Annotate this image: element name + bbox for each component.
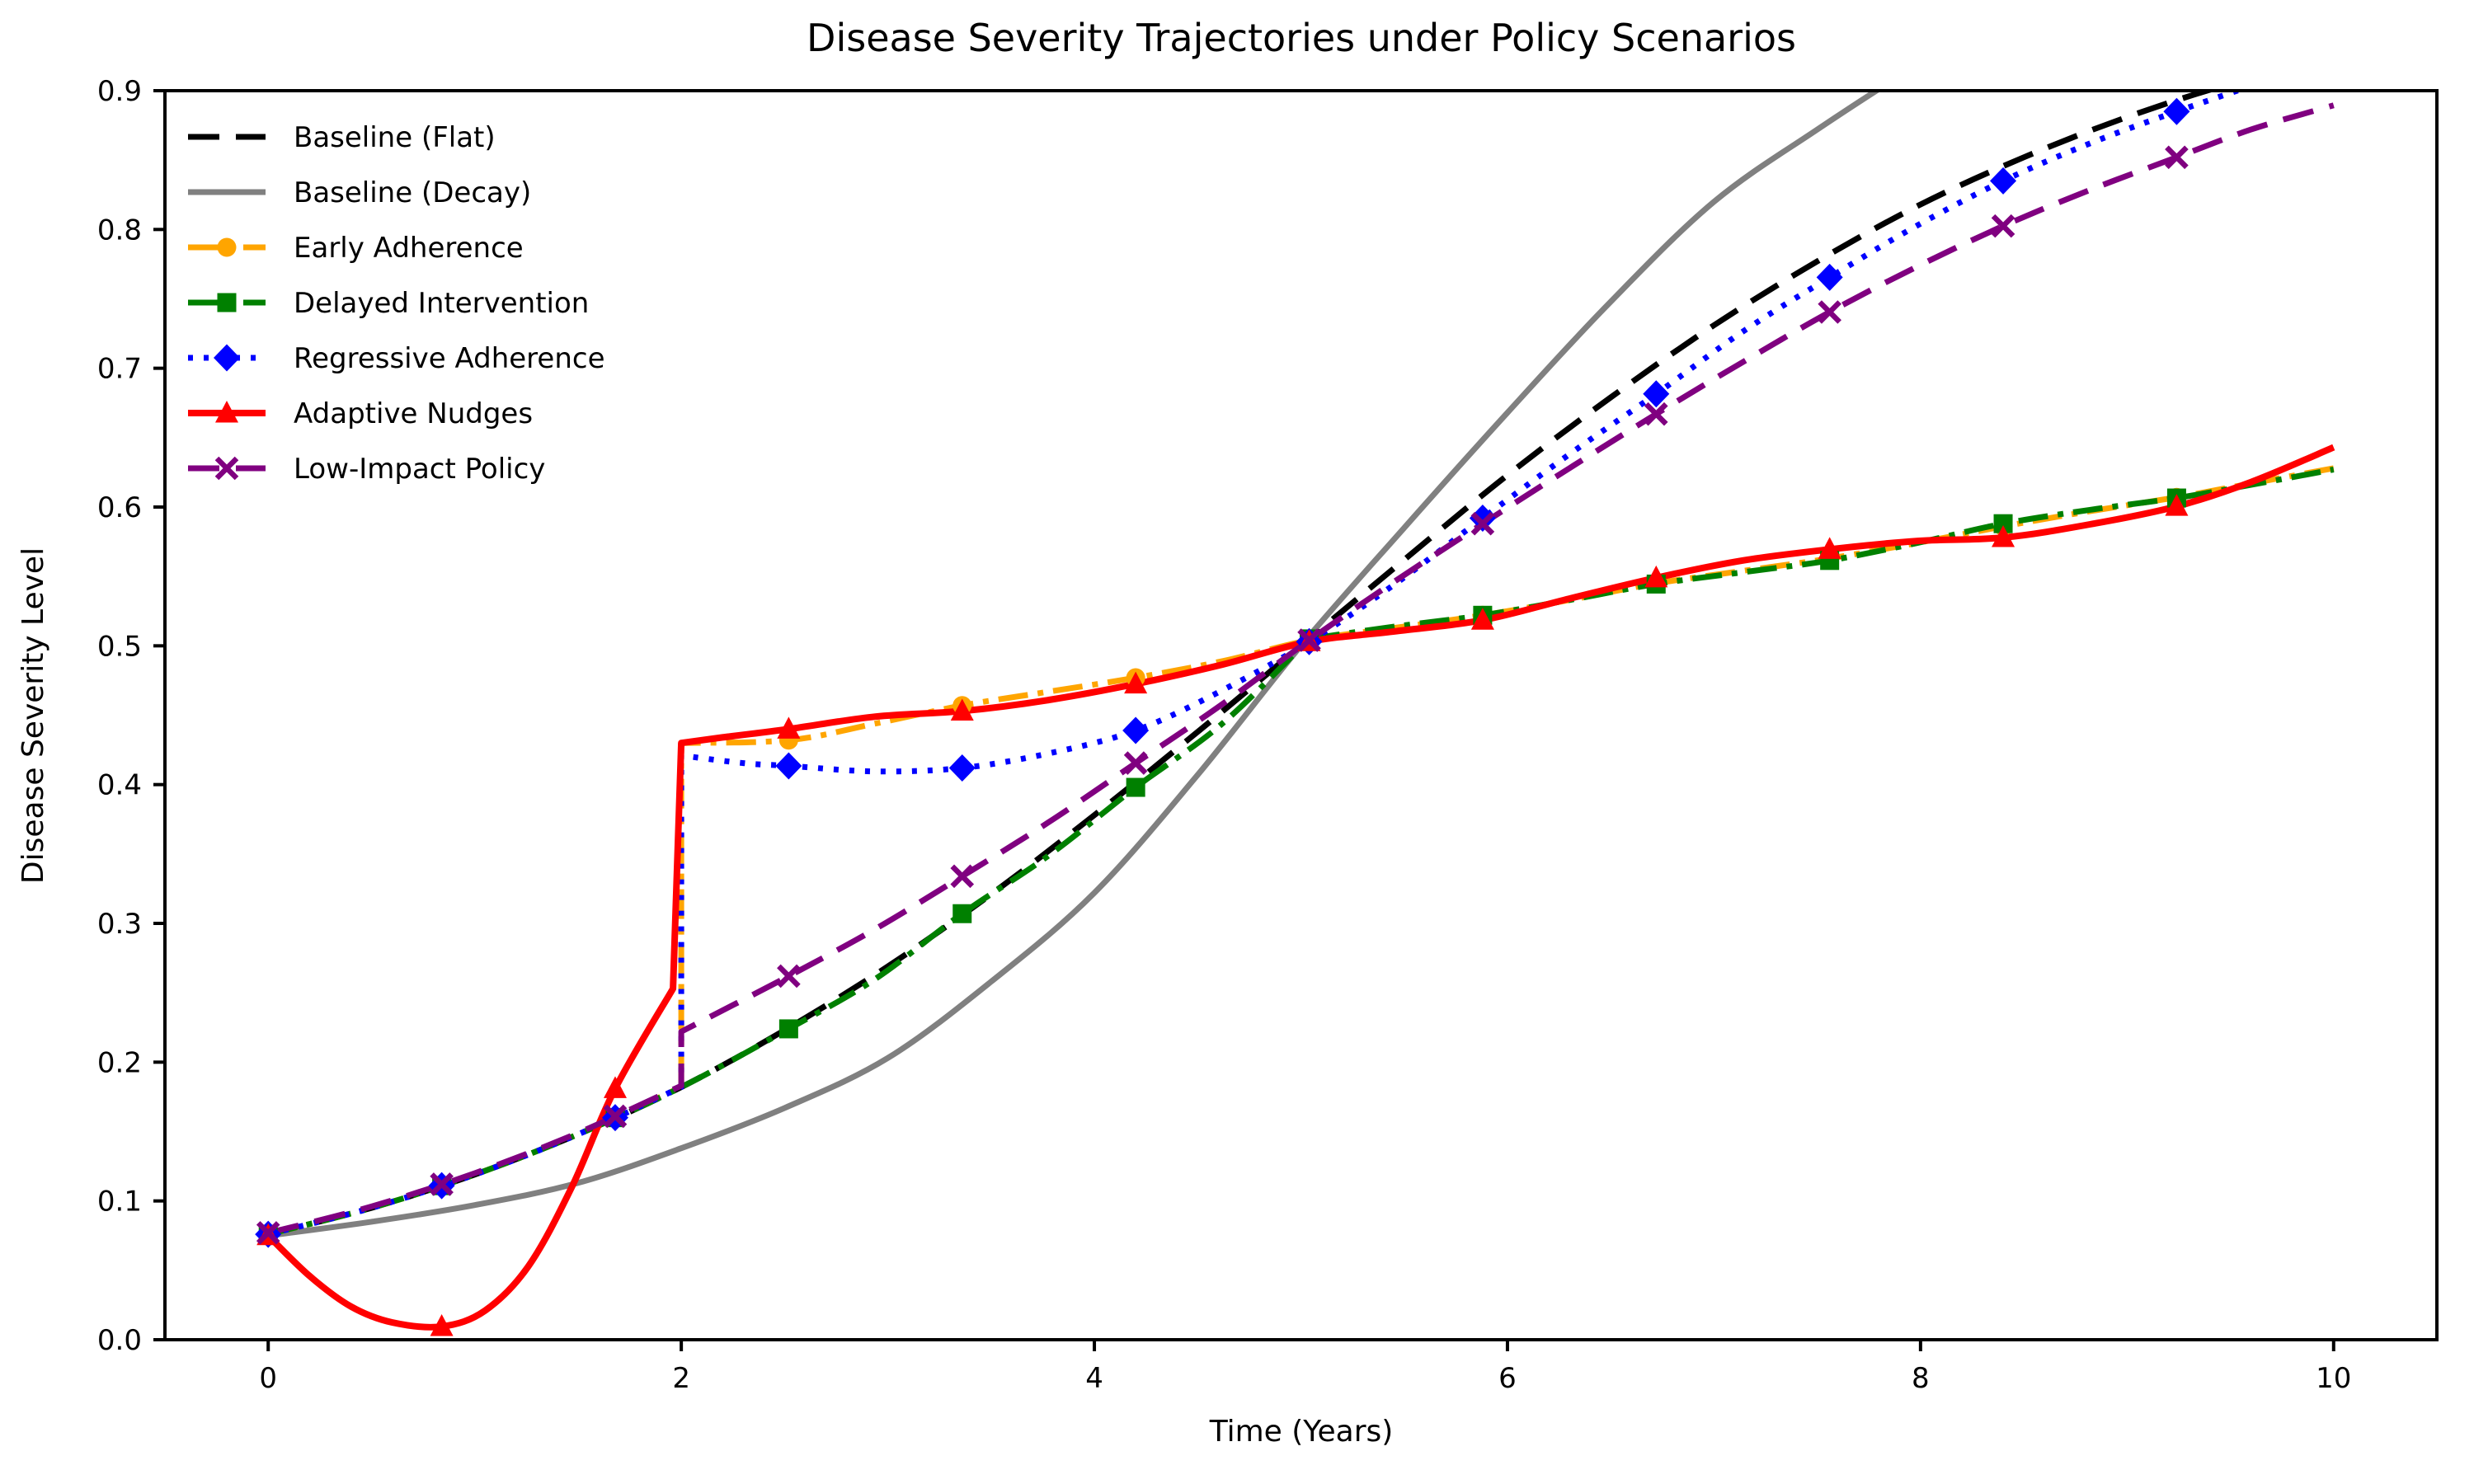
- y-tick-label: 0.1: [97, 1186, 142, 1219]
- marker-delayed-intervention: [952, 904, 972, 923]
- legend-label-delayed-intervention: Delayed Intervention: [294, 287, 589, 320]
- marker-delayed-intervention: [1993, 514, 2013, 533]
- legend-entry-early-adherence: Early Adherence: [188, 232, 524, 265]
- chart-title: Disease Severity Trajectories under Poli…: [807, 16, 1796, 60]
- marker-regressive-adherence: [948, 754, 976, 782]
- marker-adaptive-nudges: [430, 1314, 454, 1336]
- marker-regressive-adherence: [775, 752, 802, 780]
- legend-label-baseline-decay: Baseline (Decay): [294, 176, 531, 209]
- legend-label-adaptive-nudges: Adaptive Nudges: [294, 397, 533, 430]
- legend: Baseline (Flat) Baseline (Decay) Early Adh…: [188, 121, 605, 486]
- marker-low-impact-policy: [950, 864, 975, 889]
- marker-regressive-adherence: [1122, 716, 1150, 744]
- x-tick-label: 6: [1498, 1362, 1517, 1395]
- legend-marker-early-adherence: [217, 237, 237, 257]
- marker-adaptive-nudges: [1818, 537, 1841, 559]
- y-tick-label: 0.9: [97, 75, 142, 108]
- legend-entry-adaptive-nudges: Adaptive Nudges: [188, 397, 533, 430]
- legend-entry-low-impact-policy: Low-Impact Policy: [188, 453, 545, 486]
- marker-adaptive-nudges: [777, 716, 801, 739]
- marker-low-impact-policy: [777, 964, 801, 989]
- legend-entry-delayed-intervention: Delayed Intervention: [188, 287, 589, 320]
- marker-low-impact-policy: [1644, 402, 1668, 426]
- marker-regressive-adherence: [1990, 167, 2017, 195]
- series-markers: [255, 97, 2190, 1336]
- y-tick-label: 0.6: [97, 491, 142, 524]
- y-tick-label: 0.4: [97, 769, 142, 802]
- marker-adaptive-nudges: [1470, 608, 1494, 630]
- x-axis-ticks: 0 2 4 6 8 10: [259, 1340, 2351, 1395]
- marker-low-impact-policy: [603, 1104, 628, 1129]
- marker-adaptive-nudges: [1992, 525, 2015, 547]
- marker-adaptive-nudges: [603, 1076, 627, 1098]
- marker-delayed-intervention: [778, 1019, 798, 1039]
- series-line-baseline-decay: [267, 91, 1882, 1239]
- legend-label-low-impact-policy: Low-Impact Policy: [294, 453, 545, 486]
- legend-marker-regressive-adherence: [214, 344, 240, 372]
- axes-spines: [163, 89, 2439, 1341]
- legend-marker-low-impact-policy: [214, 456, 239, 481]
- x-tick-label: 0: [259, 1362, 277, 1395]
- marker-adaptive-nudges: [1124, 671, 1148, 694]
- y-axis-ticks: 0.0 0.1 0.2 0.3 0.4 0.5 0.6 0.7 0.8 0.9: [97, 75, 165, 1357]
- x-tick-label: 8: [1912, 1362, 1930, 1395]
- x-tick-label: 10: [2316, 1362, 2351, 1395]
- y-tick-label: 0.0: [97, 1324, 142, 1357]
- legend-entry-baseline-decay: Baseline (Decay): [188, 176, 531, 209]
- y-tick-label: 0.2: [97, 1046, 142, 1079]
- marker-low-impact-policy: [256, 1221, 280, 1245]
- marker-low-impact-policy: [430, 1172, 454, 1196]
- marker-delayed-intervention: [1126, 777, 1145, 797]
- legend-marker-delayed-intervention: [217, 293, 237, 312]
- marker-adaptive-nudges: [1644, 565, 1668, 588]
- marker-low-impact-policy: [1123, 751, 1148, 775]
- y-axis-label: Disease Severity Level: [16, 547, 50, 884]
- marker-regressive-adherence: [1643, 380, 1670, 408]
- legend-entry-regressive-adherence: Regressive Adherence: [188, 342, 605, 375]
- marker-regressive-adherence: [2163, 97, 2190, 125]
- legend-label-baseline-flat: Baseline (Flat): [294, 121, 496, 154]
- marker-low-impact-policy: [2165, 145, 2189, 170]
- marker-low-impact-policy: [1297, 628, 1321, 652]
- marker-regressive-adherence: [1816, 263, 1843, 291]
- x-axis-label: Time (Years): [1209, 1415, 1394, 1449]
- x-tick-label: 2: [672, 1362, 690, 1395]
- x-tick-label: 4: [1085, 1362, 1103, 1395]
- y-tick-label: 0.7: [97, 353, 142, 386]
- y-tick-label: 0.8: [97, 214, 142, 247]
- legend-marker-adaptive-nudges: [215, 401, 238, 423]
- marker-low-impact-policy: [1470, 511, 1495, 536]
- marker-low-impact-policy: [1818, 300, 1841, 324]
- marker-low-impact-policy: [1991, 214, 2015, 238]
- marker-adaptive-nudges: [2165, 494, 2189, 516]
- marker-regressive-adherence: [1469, 504, 1496, 532]
- y-tick-label: 0.5: [97, 630, 142, 663]
- legend-label-regressive-adherence: Regressive Adherence: [294, 342, 605, 375]
- y-tick-label: 0.3: [97, 908, 142, 941]
- legend-entry-baseline-flat: Baseline (Flat): [188, 121, 496, 154]
- series-markers-low-impact-policy: [256, 145, 2189, 1245]
- legend-label-early-adherence: Early Adherence: [294, 232, 524, 265]
- marker-adaptive-nudges: [950, 698, 974, 721]
- plot-area: [165, 91, 2437, 1340]
